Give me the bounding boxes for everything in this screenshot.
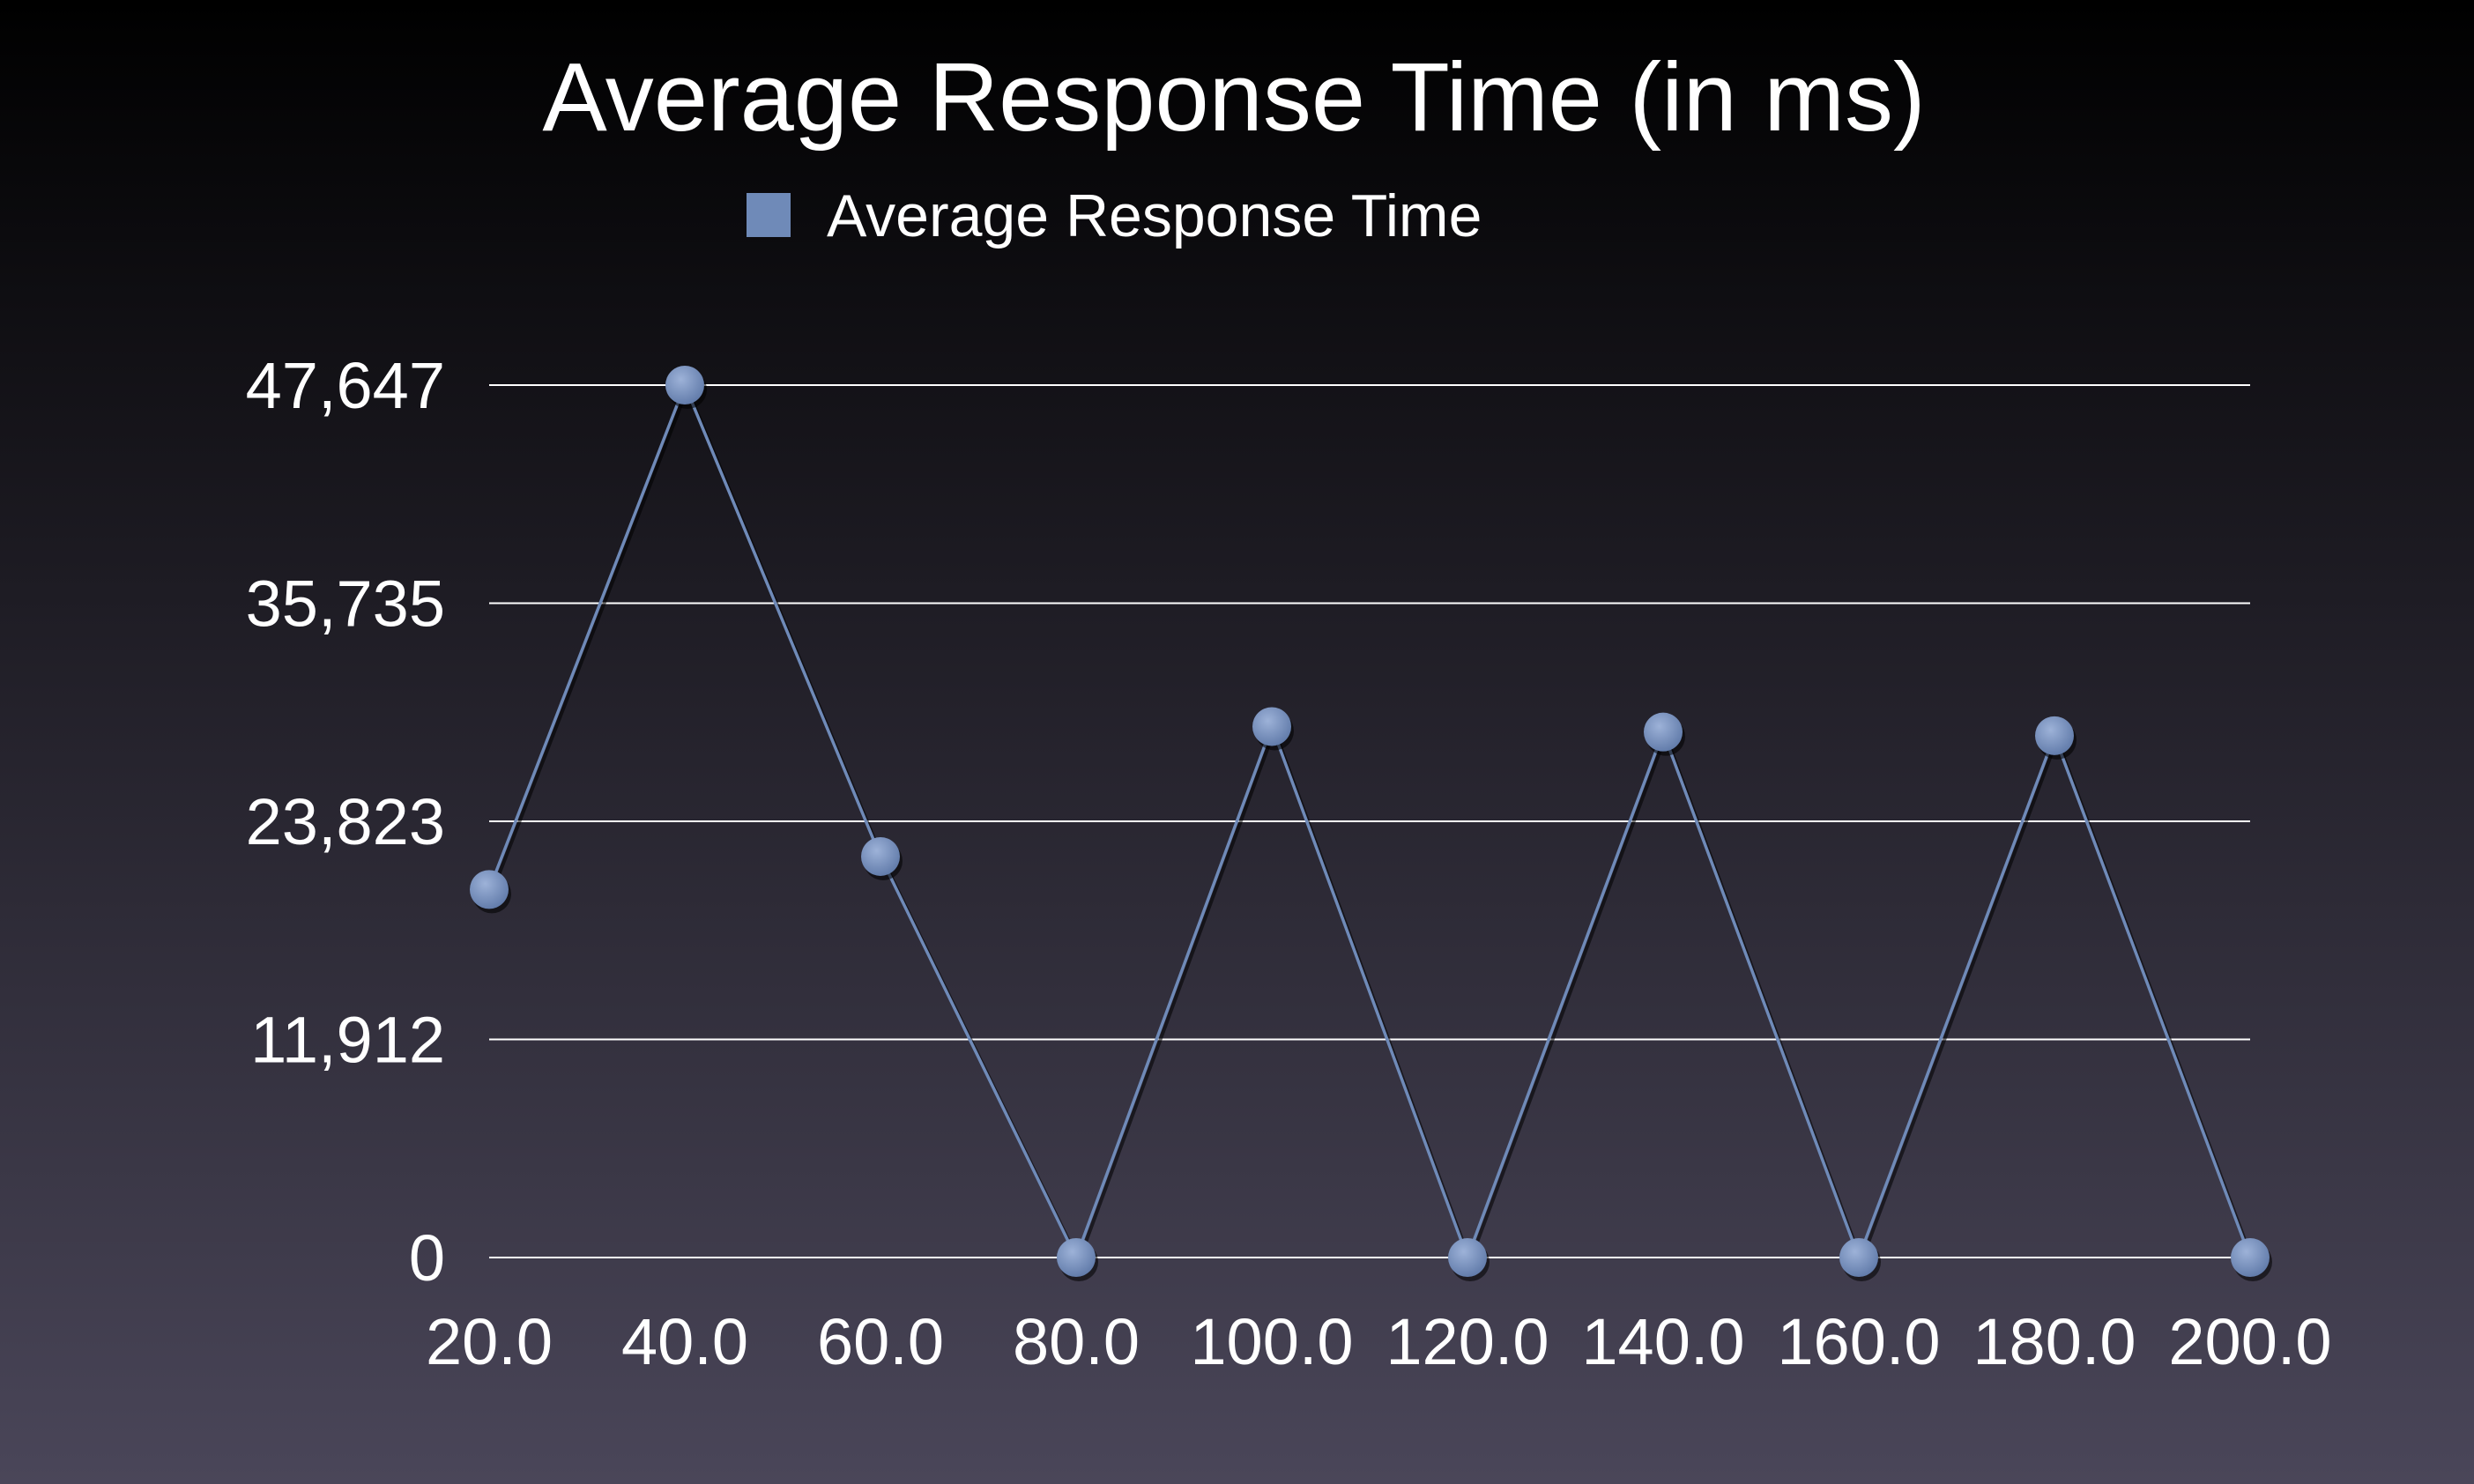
data-point — [470, 870, 509, 909]
y-tick-label: 47,647 — [246, 349, 445, 422]
series-average-response-time — [470, 366, 2272, 1281]
y-tick-label: 35,735 — [246, 568, 445, 641]
data-point — [665, 366, 704, 404]
y-axis-ticks: 0 11,912 23,823 35,735 47,647 — [246, 349, 445, 1295]
x-tick-label: 100.0 — [1190, 1305, 1353, 1378]
data-point — [861, 836, 900, 876]
x-tick-label: 60.0 — [817, 1305, 944, 1378]
chart-title: Average Response Time (in ms) — [542, 43, 1925, 152]
data-point — [1252, 707, 1291, 746]
data-point — [2231, 1238, 2270, 1277]
x-tick-label: 40.0 — [621, 1305, 748, 1378]
y-tick-label: 11,912 — [250, 1003, 445, 1076]
x-tick-label: 200.0 — [2168, 1305, 2331, 1378]
x-tick-label: 180.0 — [1973, 1305, 2136, 1378]
x-tick-label: 160.0 — [1777, 1305, 1940, 1378]
series-line — [487, 381, 2252, 1263]
series-line-shadow — [490, 383, 2255, 1266]
data-point — [1644, 712, 1683, 752]
x-tick-label: 80.0 — [1013, 1305, 1140, 1378]
x-tick-label: 120.0 — [1386, 1305, 1549, 1378]
legend-swatch — [747, 193, 791, 237]
legend: Average Response Time — [747, 182, 1482, 249]
data-point — [2035, 716, 2074, 755]
y-tick-label: 23,823 — [246, 785, 445, 858]
gridlines — [489, 384, 2250, 1258]
data-point — [1839, 1238, 1878, 1277]
data-point — [1448, 1238, 1487, 1277]
x-tick-label: 140.0 — [1581, 1305, 1744, 1378]
x-tick-label: 20.0 — [426, 1305, 553, 1378]
x-axis-ticks: 20.0 40.0 60.0 80.0 100.0 120.0 140.0 160.0 180.… — [426, 1305, 2332, 1378]
y-tick-label: 0 — [409, 1221, 445, 1295]
legend-label: Average Response Time — [827, 182, 1482, 249]
data-point — [1057, 1238, 1096, 1277]
